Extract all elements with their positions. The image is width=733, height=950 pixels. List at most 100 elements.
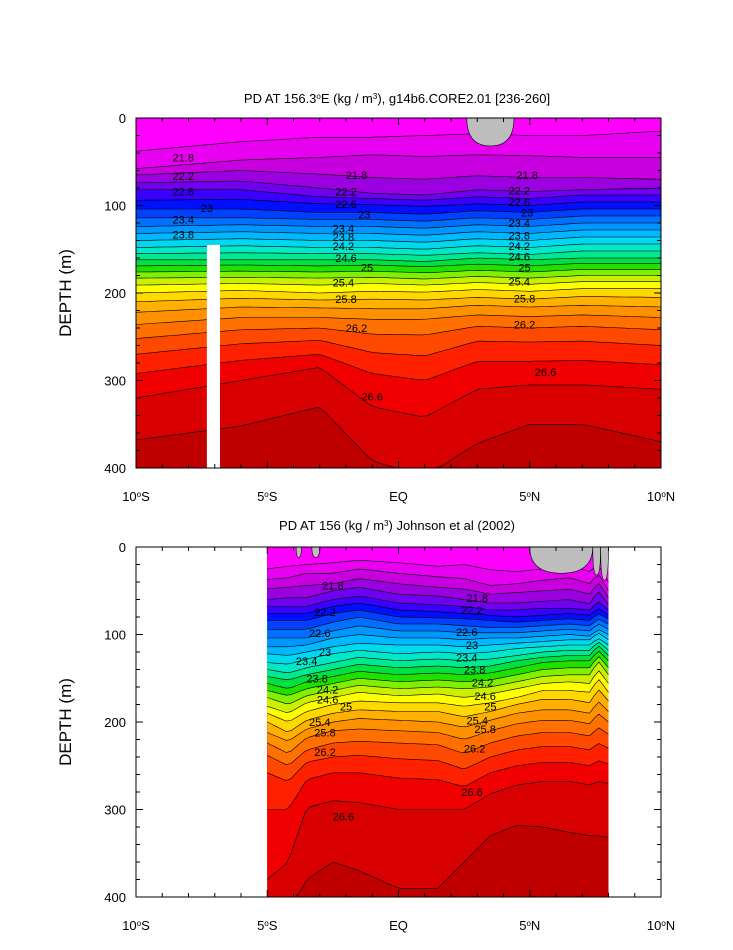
contour-label: 25.4 bbox=[309, 717, 330, 729]
contour-line bbox=[136, 275, 661, 280]
contour-field: 21.822.222.62323.423.821.822.222.62323.4… bbox=[136, 118, 661, 468]
land-mask bbox=[529, 547, 594, 574]
contour-line bbox=[136, 354, 661, 381]
contour-label: 23 bbox=[466, 640, 478, 652]
contour-label: 22.2 bbox=[461, 605, 482, 617]
x-tick-label: 10oN bbox=[647, 489, 675, 504]
contour-line bbox=[267, 679, 609, 722]
contour-label: 23.4 bbox=[333, 223, 354, 235]
contour-line bbox=[136, 250, 661, 256]
contour-line bbox=[136, 222, 661, 229]
contour-line bbox=[136, 263, 661, 267]
y-tick-label: 100 bbox=[104, 199, 126, 214]
contour-line bbox=[136, 288, 661, 294]
contour-line bbox=[267, 602, 609, 618]
contour-label: 21.8 bbox=[467, 593, 488, 605]
contour-label: 25.8 bbox=[335, 294, 356, 306]
land-mask bbox=[311, 547, 321, 558]
y-tick-label: 300 bbox=[104, 803, 126, 818]
contour-label: 21.8 bbox=[322, 581, 343, 593]
panel-observed-plot: 21.822.222.62323.423.824.224.62525.425.8… bbox=[104, 540, 675, 933]
x-tick-label: 5oS bbox=[257, 489, 278, 504]
contour-label: 24.6 bbox=[317, 694, 338, 706]
contour-line bbox=[136, 325, 661, 339]
contour-line bbox=[267, 701, 609, 741]
contour-label: 23 bbox=[201, 203, 213, 215]
x-tick-label: 10oS bbox=[122, 918, 150, 933]
contour-label: 24.2 bbox=[333, 241, 354, 253]
contour-line bbox=[267, 743, 609, 781]
contour-line bbox=[267, 642, 609, 674]
contour-label: 26.2 bbox=[514, 320, 535, 332]
contour-line bbox=[267, 825, 609, 897]
land-mask bbox=[600, 547, 609, 581]
contour-line bbox=[136, 199, 661, 207]
contour-line bbox=[267, 661, 609, 705]
contour-label: 22.6 bbox=[335, 199, 356, 211]
contour-line bbox=[267, 713, 609, 753]
contour-line bbox=[267, 689, 609, 732]
contour-label: 25.4 bbox=[333, 278, 354, 290]
contour-line bbox=[267, 656, 609, 696]
contour-line bbox=[136, 406, 661, 468]
contour-line bbox=[136, 269, 661, 273]
y-tick-label: 100 bbox=[104, 628, 126, 643]
contour-line bbox=[136, 180, 661, 196]
contour-label: 23.8 bbox=[333, 232, 354, 244]
panel-model-title: PD AT 156.3oE (kg / m3), g14b6.CORE2.01 … bbox=[244, 91, 550, 106]
contour-label: 22.6 bbox=[309, 628, 330, 640]
contour-label: 22.6 bbox=[456, 627, 477, 639]
contour-line bbox=[267, 633, 609, 656]
y-tick-label: 0 bbox=[119, 111, 126, 126]
y-tick-label: 0 bbox=[119, 540, 126, 555]
contour-line bbox=[136, 296, 661, 303]
contour-field: 21.822.222.62323.423.824.224.62525.425.8… bbox=[267, 547, 609, 897]
contour-label: 26.2 bbox=[464, 743, 485, 755]
contour-label: 23 bbox=[521, 208, 533, 220]
contour-line bbox=[136, 208, 661, 215]
contour-line bbox=[136, 304, 661, 313]
contour-line bbox=[267, 670, 609, 713]
x-tick-label: 5oS bbox=[257, 918, 278, 933]
contour-label: 23.4 bbox=[173, 215, 194, 227]
contour-label: 25.4 bbox=[509, 277, 530, 289]
y-tick-label: 300 bbox=[104, 374, 126, 389]
contour-line bbox=[136, 215, 661, 222]
contour-line bbox=[267, 645, 609, 681]
contour-label: 24.6 bbox=[335, 253, 356, 265]
contour-label: 25 bbox=[484, 701, 496, 713]
contour-line bbox=[267, 568, 609, 591]
contour-label: 25.8 bbox=[514, 293, 535, 305]
contour-label: 23.8 bbox=[464, 665, 485, 677]
panel-observed: PD AT 156 (kg / m3) Johnson et al (2002)… bbox=[56, 518, 675, 933]
contour-line bbox=[136, 367, 661, 417]
contour-line bbox=[267, 760, 609, 810]
contour-line bbox=[136, 229, 661, 236]
density-band bbox=[267, 547, 609, 582]
x-tick-label: 5oN bbox=[519, 918, 540, 933]
contour-label: 25 bbox=[518, 263, 530, 275]
x-tick-label: 10oN bbox=[647, 918, 675, 933]
contour-label: 22.2 bbox=[509, 186, 530, 198]
contour-label: 22.6 bbox=[173, 187, 194, 199]
contour-label: 23.4 bbox=[456, 652, 477, 664]
contour-line bbox=[267, 617, 609, 630]
contour-line bbox=[136, 170, 661, 180]
contour-line bbox=[136, 281, 661, 286]
x-tick-label: EQ bbox=[389, 489, 408, 504]
contour-label: 23.4 bbox=[509, 218, 530, 230]
contour-line bbox=[136, 236, 661, 243]
contour-label: 24.2 bbox=[509, 241, 530, 253]
contour-label: 26.2 bbox=[314, 747, 335, 759]
y-tick-label: 200 bbox=[104, 715, 126, 730]
contour-label: 21.8 bbox=[516, 170, 537, 182]
contour-label: 23.8 bbox=[173, 229, 194, 241]
contour-label: 21.8 bbox=[346, 170, 367, 182]
contour-label: 23 bbox=[358, 209, 370, 221]
contour-label: 26.2 bbox=[346, 323, 367, 335]
contour-label: 26.6 bbox=[461, 787, 482, 799]
contour-label: 23 bbox=[319, 647, 331, 659]
contour-label: 22.2 bbox=[314, 607, 335, 619]
